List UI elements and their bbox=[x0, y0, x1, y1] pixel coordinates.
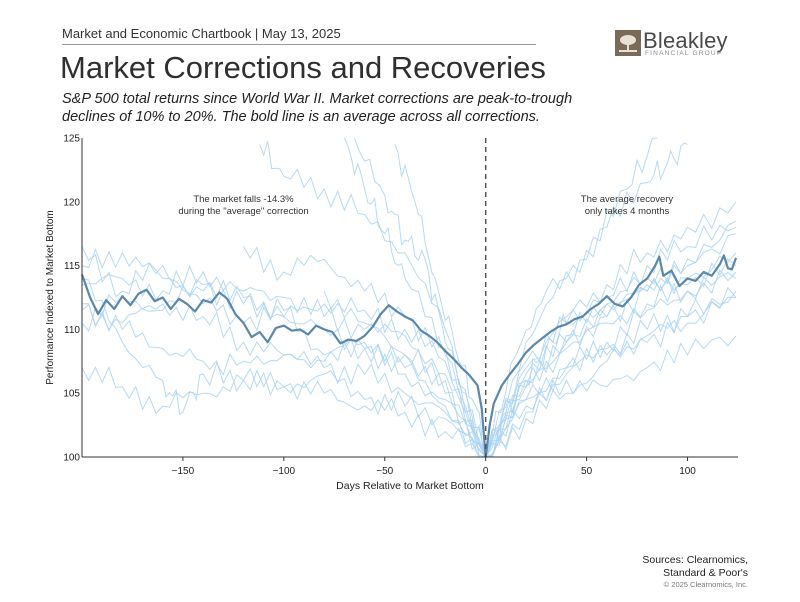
sources-note: Sources: Clearnomics, Standard & Poor's bbox=[548, 554, 748, 580]
y-axis-label: Performance Indexed to Market Bottom bbox=[45, 210, 56, 385]
sources-line2: Standard & Poor's bbox=[663, 567, 748, 579]
copyright-note: © 2025 Clearnomics, Inc. bbox=[663, 580, 748, 589]
y-tick-label: 110 bbox=[64, 325, 80, 336]
x-tick-label: 50 bbox=[581, 466, 593, 477]
x-tick-label: −100 bbox=[273, 466, 296, 477]
y-tick-label: 125 bbox=[63, 134, 80, 145]
series-line-correction-8 bbox=[81, 286, 737, 458]
series-line-correction-2 bbox=[81, 303, 737, 458]
page-subtitle: S&P 500 total returns since World War II… bbox=[62, 91, 573, 125]
y-tick-label: 105 bbox=[63, 389, 80, 400]
annotation-fall-line2: during the "average" correction bbox=[178, 206, 308, 217]
annotation-recovery-line1: The average recovery bbox=[581, 194, 674, 205]
series-line-correction-5 bbox=[259, 141, 737, 458]
x-axis-label: Days Relative to Market Bottom bbox=[336, 480, 484, 492]
x-tick-label: 100 bbox=[679, 466, 696, 477]
annotation-fall-line1: The market falls -14.3% bbox=[193, 194, 294, 205]
logo-name: Bleakley bbox=[643, 28, 728, 53]
series-line-correction-13 bbox=[81, 258, 737, 458]
chartbook-header: Market and Economic Chartbook | May 13, … bbox=[62, 26, 341, 41]
series-line-correction-10 bbox=[81, 220, 737, 459]
brand-logo: Bleakley FINANCIAL GROUP bbox=[615, 28, 745, 60]
annotation-recovery-line2: only takes 4 months bbox=[585, 206, 670, 217]
series-line-correction-6 bbox=[343, 137, 688, 459]
series-line-correction-14 bbox=[323, 269, 737, 459]
page-title: Market Corrections and Recoveries bbox=[60, 50, 546, 85]
average-series-line bbox=[80, 254, 738, 459]
series-layer bbox=[80, 137, 738, 459]
logo-subtitle: FINANCIAL GROUP bbox=[645, 50, 723, 57]
tree-logo-icon bbox=[615, 30, 641, 56]
y-tick-label: 100 bbox=[63, 453, 80, 464]
header-divider bbox=[62, 44, 536, 45]
axes-layer: −150 −100 −50 0 50 100 100 105 110 115 120 125 bbox=[63, 134, 738, 477]
series-line-correction-7 bbox=[354, 137, 658, 459]
sources-line1: Sources: Clearnomics, bbox=[642, 554, 748, 566]
series-line-correction-4 bbox=[81, 277, 737, 458]
y-tick-label: 120 bbox=[63, 197, 80, 208]
x-tick-label: 0 bbox=[483, 466, 489, 477]
y-tick-label: 115 bbox=[64, 261, 80, 272]
x-tick-label: −50 bbox=[376, 466, 393, 477]
series-line-correction-12 bbox=[394, 144, 737, 458]
x-tick-label: −150 bbox=[172, 466, 195, 477]
series-line-correction-3 bbox=[81, 271, 737, 459]
